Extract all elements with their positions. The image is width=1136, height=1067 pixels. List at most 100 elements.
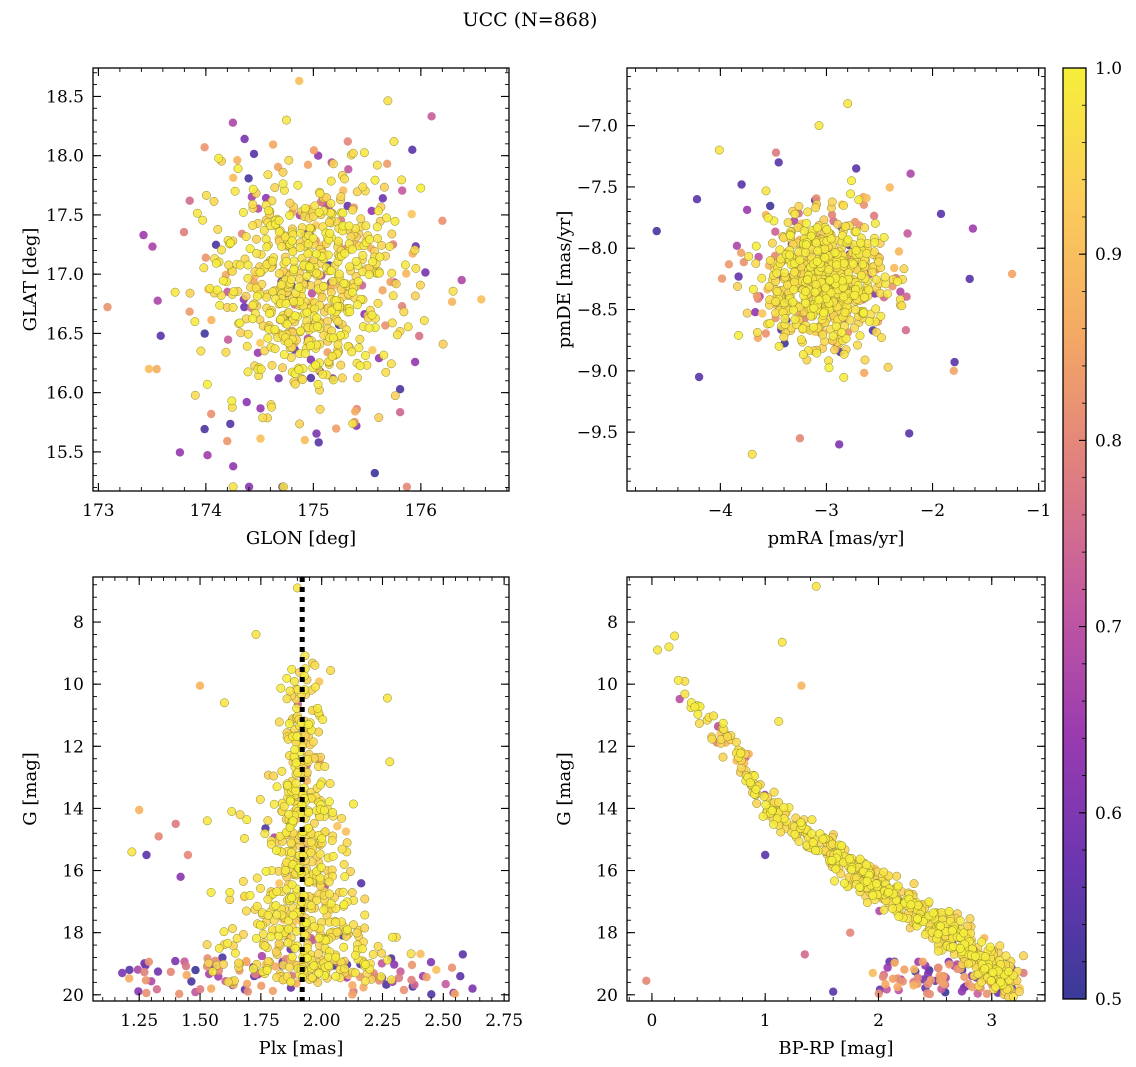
scatter-point	[270, 344, 280, 354]
scatter-point	[718, 752, 728, 762]
scatter-point	[314, 207, 324, 217]
scatter-point	[288, 816, 298, 826]
scatter-point	[421, 268, 430, 277]
scatter-point	[304, 877, 314, 886]
scatter-point	[257, 951, 267, 961]
scatter-point	[360, 910, 370, 920]
scatter-point	[860, 368, 869, 378]
scatter-point	[347, 244, 357, 254]
scatter-point	[846, 189, 856, 199]
scatter-point	[207, 409, 216, 419]
scatter-point	[340, 872, 350, 882]
scatter-point	[327, 836, 337, 845]
scatter-point	[228, 482, 238, 491]
scatter-point	[888, 974, 898, 983]
scatter-point	[809, 303, 819, 313]
scatter-point	[263, 333, 273, 343]
scatter-point	[450, 989, 460, 998]
scatter-point	[292, 926, 301, 936]
y-tick-label: −8.0	[577, 239, 618, 259]
scatter-point	[277, 242, 287, 251]
scatter-point	[832, 260, 842, 270]
scatter-point	[314, 438, 323, 447]
scatter-point	[276, 683, 286, 693]
scatter-point	[918, 957, 927, 966]
scatter-point	[142, 850, 151, 860]
scatter-point	[304, 807, 314, 817]
scatter-point	[839, 878, 849, 888]
scatter-point	[274, 269, 284, 279]
scatter-point	[346, 867, 355, 876]
scatter-point	[965, 914, 975, 924]
scatter-point	[272, 910, 282, 920]
scatter-points	[652, 99, 1017, 459]
scatter-point	[819, 308, 829, 318]
scatter-point	[694, 372, 704, 382]
scatter-point	[240, 134, 249, 144]
scatter-point	[771, 148, 781, 157]
scatter-point	[339, 860, 349, 869]
scatter-point	[410, 291, 420, 301]
scatter-point	[290, 745, 300, 755]
scatter-point	[407, 960, 417, 970]
colorbar-tick-label: 0.7	[1095, 618, 1122, 638]
scatter-point	[315, 189, 325, 198]
scatter-point	[924, 897, 934, 907]
scatter-point	[310, 660, 320, 670]
scatter-point	[767, 806, 777, 816]
scatter-point	[373, 298, 383, 308]
scatter-point	[324, 797, 334, 807]
scatter-point	[332, 927, 342, 937]
scatter-point	[317, 834, 327, 844]
scatter-point	[219, 959, 228, 969]
scatter-point	[307, 289, 317, 298]
scatter-point	[830, 876, 839, 886]
scatter-point	[670, 631, 680, 641]
y-tick-label: 20	[62, 986, 84, 1006]
scatter-point	[390, 391, 400, 401]
scatter-point	[213, 224, 223, 234]
scatter-point	[287, 880, 297, 890]
scatter-point	[230, 186, 240, 196]
scatter-point	[980, 952, 990, 962]
scatter-point	[744, 252, 754, 261]
scatter-point	[308, 737, 318, 747]
scatter-point	[385, 242, 395, 251]
scatter-point	[888, 904, 898, 913]
scatter-point	[379, 182, 389, 192]
scatter-point	[311, 360, 321, 370]
x-tick-label: −1	[1026, 501, 1051, 521]
scatter-point	[399, 985, 409, 995]
x-tick-label: 1.75	[242, 1011, 280, 1031]
scatter-point	[426, 958, 436, 967]
scatter-point	[226, 419, 235, 429]
scatter-point	[811, 846, 821, 855]
scatter-point	[344, 221, 354, 231]
scatter-point	[326, 266, 336, 276]
scatter-point	[285, 210, 295, 220]
scatter-point	[305, 262, 314, 272]
scatter-point	[934, 963, 943, 972]
scatter-point	[352, 928, 362, 938]
scatter-point	[387, 932, 397, 942]
scatter-point	[809, 322, 818, 332]
scatter-point	[410, 357, 420, 367]
scatter-point	[765, 256, 775, 265]
scatter-point	[758, 309, 767, 318]
scatter-point	[125, 974, 134, 983]
scatter-point	[256, 434, 265, 443]
scatter-point	[248, 314, 258, 324]
scatter-point	[292, 732, 302, 742]
scatter-point	[179, 227, 189, 237]
scatter-point	[718, 718, 728, 728]
scatter-point	[133, 965, 143, 974]
scatter-point	[175, 448, 185, 457]
scatter-point	[283, 780, 293, 790]
scatter-point	[839, 349, 849, 359]
scatter-point	[229, 173, 238, 182]
scatter-point	[765, 318, 775, 328]
scatter-point	[315, 780, 325, 790]
scatter-point	[272, 782, 282, 792]
scatter-point	[898, 977, 907, 986]
scatter-point	[365, 235, 375, 244]
